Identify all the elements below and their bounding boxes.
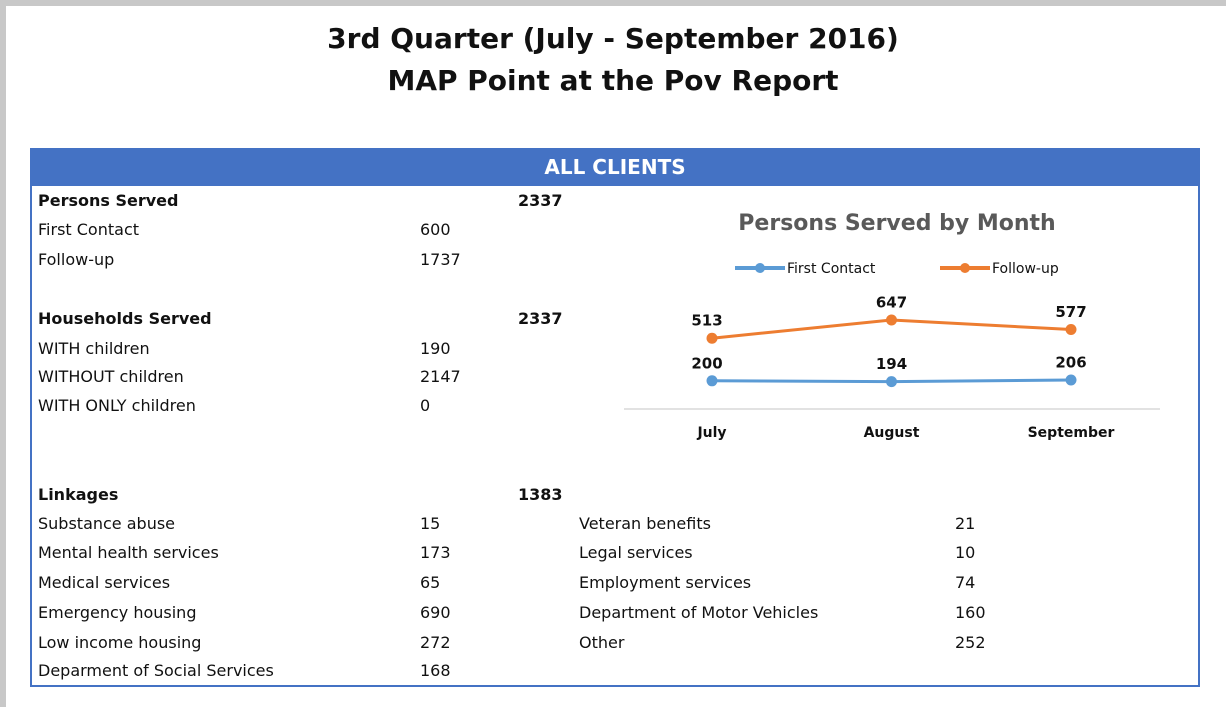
section-label: Linkages — [38, 485, 119, 504]
section-label: Persons Served — [38, 191, 179, 210]
row-label: Deparment of Social Services — [38, 661, 274, 680]
point — [886, 376, 897, 388]
row-label: WITHOUT children — [38, 367, 184, 386]
row-value: 600 — [420, 220, 451, 239]
row-label: First Contact — [38, 220, 140, 239]
x-tick-label: August — [864, 425, 920, 441]
title: 3rd Quarter (July - September 2016) — [327, 22, 899, 55]
row-value: 272 — [420, 633, 451, 652]
row-value: 252 — [955, 633, 986, 652]
section-total: 2337 — [518, 309, 563, 328]
row-value: 65 — [420, 573, 441, 592]
point — [1065, 374, 1077, 386]
row-value: 2147 — [420, 367, 461, 386]
row-label: Department of Motor Vehicles — [579, 603, 819, 622]
row-value: 74 — [955, 573, 976, 592]
row-label: WITH children — [38, 339, 150, 358]
row-label: Substance abuse — [38, 514, 176, 533]
row-label: Medical services — [38, 573, 171, 592]
x-tick-label: July — [696, 425, 726, 441]
data-label: 577 — [1055, 303, 1086, 321]
section-total: 2337 — [518, 191, 563, 210]
row-value: 10 — [955, 543, 976, 562]
row-value: 168 — [420, 661, 451, 680]
row-label: Follow-up — [38, 250, 115, 269]
row-label: Veteran benefits — [579, 514, 711, 533]
point — [1065, 324, 1077, 336]
data-label: 194 — [876, 355, 907, 373]
data-label: 206 — [1055, 353, 1086, 371]
point — [886, 314, 897, 326]
row-value: 690 — [420, 603, 451, 622]
data-label: 647 — [876, 294, 907, 312]
banner: ALL CLIENTS — [30, 148, 1200, 186]
legend-marker — [960, 263, 970, 273]
row-label: Low income housing — [38, 633, 202, 652]
row-value: 190 — [420, 339, 451, 358]
point — [706, 332, 718, 344]
data-label: 513 — [691, 312, 722, 330]
section-total: 1383 — [518, 485, 563, 504]
row-value: 173 — [420, 543, 451, 562]
legend-marker — [755, 263, 765, 273]
row-value: 15 — [420, 514, 441, 533]
row-label: Legal services — [579, 543, 693, 562]
data-label: 200 — [691, 354, 722, 372]
row-label: Employment services — [579, 573, 752, 592]
row-label: Emergency housing — [38, 603, 197, 622]
row-label: Other — [579, 633, 625, 652]
row-value: 160 — [955, 603, 986, 622]
row-value: 0 — [420, 396, 431, 415]
point — [706, 375, 718, 387]
x-tick-label: September — [1028, 425, 1115, 441]
legend-label: Follow-up — [992, 261, 1059, 277]
chart-title: Persons Served by Month — [738, 211, 1055, 236]
row-label: Mental health services — [38, 543, 219, 562]
row-value: 1737 — [420, 250, 461, 269]
row-label: WITH ONLY children — [38, 396, 196, 415]
subtitle: MAP Point at the Pov Report — [387, 64, 839, 97]
row-value: 21 — [955, 514, 976, 533]
legend-label: First Contact — [787, 261, 876, 277]
section-label: Households Served — [38, 309, 212, 328]
